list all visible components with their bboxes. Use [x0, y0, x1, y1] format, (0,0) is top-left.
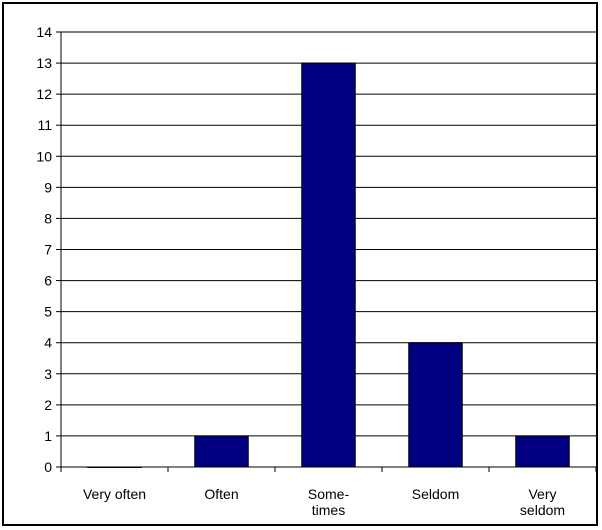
bar — [408, 342, 463, 468]
y-tick-label: 2 — [44, 397, 52, 413]
y-tick-label: 8 — [44, 210, 52, 226]
y-tick-label: 13 — [36, 55, 52, 71]
x-tick-label-line: Seldom — [412, 486, 459, 502]
bar — [301, 62, 356, 468]
x-tick-labels: Very often Often Some-times Seldom Very seldo… — [83, 486, 565, 518]
y-tick-label: 3 — [44, 366, 52, 382]
y-tick-label: 1 — [44, 428, 52, 444]
x-tick-label-line: Often — [204, 486, 238, 502]
y-tick-label: 9 — [44, 179, 52, 195]
x-tick-label-line: seldom — [520, 502, 565, 518]
y-tick-label: 5 — [44, 304, 52, 320]
x-tick-label: Very often — [83, 486, 146, 502]
y-tick-label: 6 — [44, 273, 52, 289]
y-tick-label: 12 — [36, 86, 52, 102]
x-tick-label-line: times — [312, 502, 345, 518]
x-tick-label-line: Some- — [308, 486, 350, 502]
bars — [87, 62, 570, 468]
x-tick-label: Seldom — [412, 486, 459, 502]
y-tick-label: 7 — [44, 242, 52, 258]
bar — [515, 435, 570, 468]
bar — [194, 435, 249, 468]
x-tick-label-line: Very — [528, 486, 556, 502]
chart-frame — [2, 2, 598, 526]
y-tick-label: 0 — [44, 459, 52, 475]
x-tick-label: Some-times — [308, 486, 350, 518]
x-tick-label-line: Very often — [83, 486, 146, 502]
y-tick-label: 14 — [36, 24, 52, 40]
x-tick-label: Often — [204, 486, 238, 502]
axes — [56, 31, 597, 472]
x-tick-label: Very seldom — [520, 486, 565, 518]
y-tick-label: 10 — [36, 148, 52, 164]
y-tick-label: 4 — [44, 335, 52, 351]
y-tick-label: 11 — [37, 117, 52, 133]
